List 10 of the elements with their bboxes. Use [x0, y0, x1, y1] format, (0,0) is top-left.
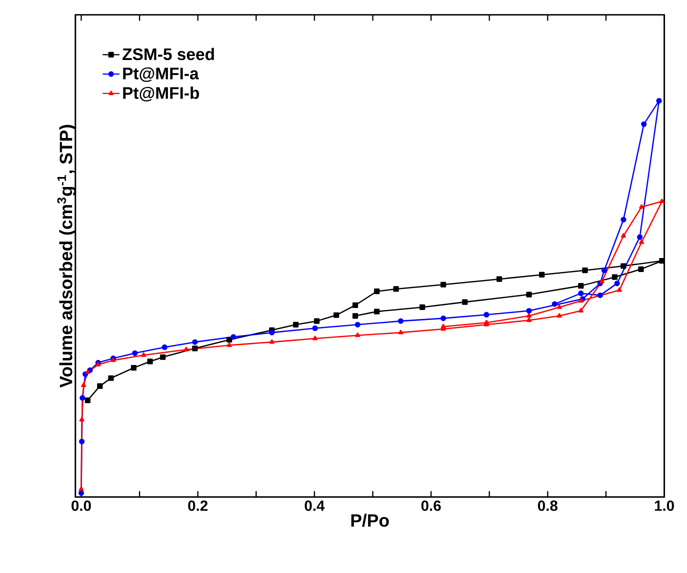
x-axis-title: P/Po — [351, 514, 389, 527]
x-tick-label: 0.0 — [72, 500, 91, 511]
legend-label: ZSM-5 seed — [122, 48, 214, 60]
legend-label: Pt@MFI-a — [123, 67, 199, 82]
legend-label: Pt@MFI-b — [123, 86, 200, 102]
x-tick-label: 0.6 — [421, 500, 441, 511]
x-tick-label: 0.8 — [538, 500, 558, 511]
x-tick-label: 0.4 — [304, 500, 325, 511]
x-tick-label: 1.0 — [654, 500, 674, 511]
x-tick-label: 0.2 — [188, 500, 208, 511]
